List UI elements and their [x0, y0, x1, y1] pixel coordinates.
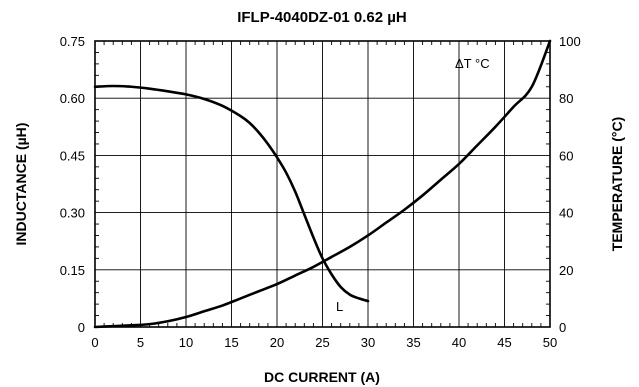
y-tick-labels: 0 0.15 0.30 0.45 0.60 0.75	[60, 34, 85, 335]
y2-tick-label: 60	[559, 148, 573, 163]
plot-frame	[94, 40, 551, 328]
x-tick-labels: 0 5 10 15 20 25 30 35 40 45 50	[91, 335, 557, 350]
y-axis-title: INDUCTANCE (µH)	[13, 123, 29, 246]
x-tick-label: 20	[270, 335, 284, 350]
x-tick-label: 5	[137, 335, 144, 350]
y2-tick-label: 40	[559, 206, 573, 221]
inductance-line	[93, 84, 370, 303]
x-tick-label: 25	[315, 335, 329, 350]
x-tick-label: 0	[91, 335, 98, 350]
y2-tick-labels: 0 20 40 60 80 100	[559, 34, 581, 335]
y2-tick-label: 80	[559, 91, 573, 106]
y2-tick-label: 20	[559, 263, 573, 278]
grid	[95, 41, 550, 327]
y-tick-label: 0.60	[60, 91, 85, 106]
y2-tick-label: 100	[559, 34, 581, 49]
chart-title: IFLP-4040DZ-01 0.62 µH	[237, 9, 407, 26]
x-tick-label: 45	[497, 335, 511, 350]
y2-axis-title: TEMPERATURE (°C)	[609, 117, 625, 251]
y-tick-label: 0.45	[60, 148, 85, 163]
x-tick-label: 50	[543, 335, 557, 350]
y-tick-label: 0.75	[60, 34, 85, 49]
series-layer	[93, 39, 552, 329]
y-tick-label: 0.15	[60, 263, 85, 278]
x-tick-label: 30	[361, 335, 375, 350]
y-tick-label: 0.30	[60, 206, 85, 221]
x-axis-title: DC CURRENT (A)	[264, 369, 380, 385]
series-label-delta-t: ΔT °C	[455, 56, 490, 71]
x-tick-label: 15	[224, 335, 238, 350]
x-tick-label: 35	[406, 335, 420, 350]
x-tick-label: 40	[452, 335, 466, 350]
y2-tick-label: 0	[559, 320, 566, 335]
series-label-l: L	[336, 299, 343, 314]
y-tick-label: 0	[78, 320, 85, 335]
temperature-line	[93, 39, 552, 329]
x-tick-label: 10	[179, 335, 193, 350]
